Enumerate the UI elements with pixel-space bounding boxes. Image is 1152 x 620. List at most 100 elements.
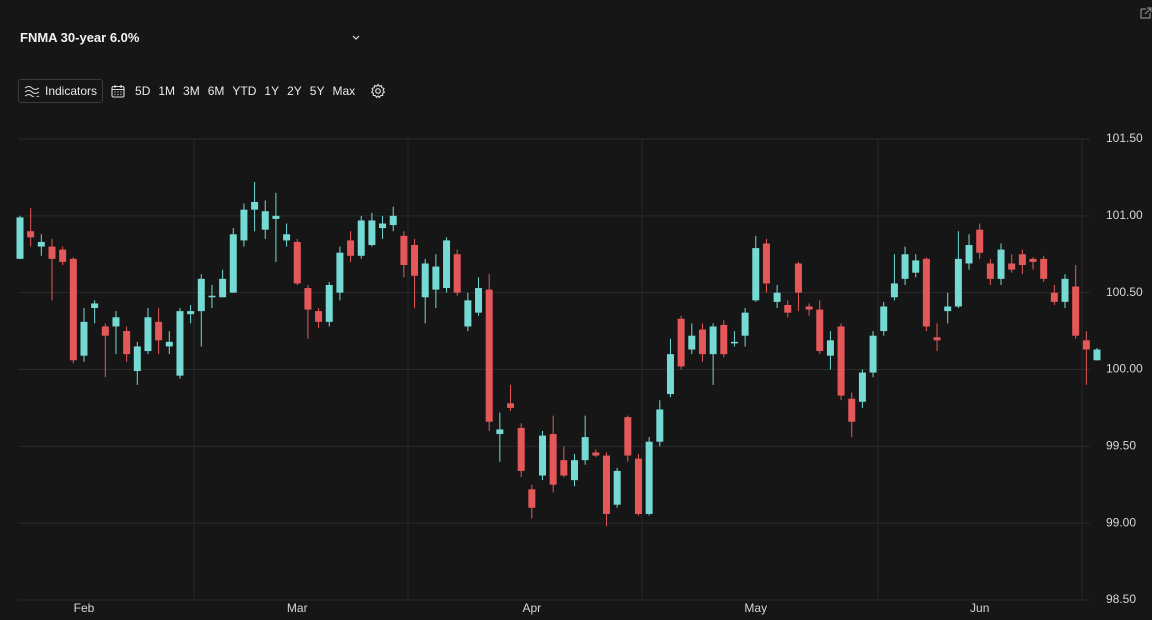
candle-body xyxy=(176,311,184,376)
candle-body xyxy=(858,372,866,402)
y-tick-label: 101.00 xyxy=(1106,208,1143,222)
candle-body xyxy=(1029,258,1037,262)
range-button[interactable]: 5D xyxy=(135,84,151,98)
candle-body xyxy=(27,231,35,238)
range-button[interactable]: 1M xyxy=(158,84,176,98)
candle-body xyxy=(165,341,173,347)
range-button[interactable]: Max xyxy=(332,84,356,98)
candle-body xyxy=(357,220,365,256)
candle-body xyxy=(826,340,834,356)
candle-body xyxy=(613,470,621,505)
candle-body xyxy=(752,248,760,301)
calendar-icon[interactable] xyxy=(111,84,125,98)
candle-body xyxy=(37,241,45,247)
candle-body xyxy=(688,335,696,350)
candle-body xyxy=(944,306,952,312)
candle-body xyxy=(475,288,483,313)
candle-body xyxy=(549,434,557,485)
candle-body xyxy=(240,209,248,241)
x-tick-label: May xyxy=(744,601,767,615)
candle-body xyxy=(677,318,685,367)
range-button[interactable]: YTD xyxy=(232,84,257,98)
candle-body xyxy=(624,417,632,456)
candle-body xyxy=(720,324,728,355)
candle-body xyxy=(1050,292,1058,302)
candle-body xyxy=(464,300,472,327)
indicators-button[interactable]: Indicators xyxy=(18,79,104,103)
candle-body xyxy=(570,460,578,481)
candle-body xyxy=(709,326,717,355)
candle-body xyxy=(762,243,770,284)
candle-body xyxy=(261,211,269,230)
external-icon[interactable] xyxy=(1140,7,1152,19)
candle-body xyxy=(592,452,600,456)
candle-body xyxy=(123,331,131,355)
candle-body xyxy=(251,202,259,210)
candle-body xyxy=(368,220,376,246)
candle-body xyxy=(187,311,195,315)
indicators-label: Indicators xyxy=(45,84,98,98)
candle-body xyxy=(133,346,141,372)
candle-body xyxy=(1008,263,1016,270)
range-button[interactable]: 2Y xyxy=(287,84,302,98)
candle-body xyxy=(1072,286,1080,336)
candle-body xyxy=(443,240,451,289)
candle-body xyxy=(784,304,792,313)
y-tick-label: 98.50 xyxy=(1106,592,1136,606)
candle-body xyxy=(496,429,504,435)
candle-body xyxy=(848,398,856,422)
candle-body xyxy=(645,441,653,514)
candle-body xyxy=(283,234,291,241)
candle-body xyxy=(315,311,323,322)
range-button[interactable]: 6M xyxy=(207,84,225,98)
candle-body xyxy=(954,258,962,307)
candle-body xyxy=(272,215,280,219)
candle-body xyxy=(880,306,888,332)
candle-body xyxy=(80,321,88,356)
candle-body xyxy=(208,295,216,298)
range-button[interactable]: 1Y xyxy=(264,84,280,98)
dropdown-chevron[interactable] xyxy=(351,33,361,43)
candle-body xyxy=(773,292,781,302)
indicators-icon xyxy=(24,86,40,97)
candle-body xyxy=(59,249,67,262)
x-tick-label: Apr xyxy=(522,601,541,615)
candle-body xyxy=(837,326,845,396)
candle-body xyxy=(229,234,237,293)
candle-body xyxy=(986,263,994,279)
candle-body xyxy=(91,303,99,309)
candle-body xyxy=(432,266,440,290)
candle-body xyxy=(976,229,984,253)
y-tick-label: 99.50 xyxy=(1106,439,1136,453)
candle-body xyxy=(1061,278,1069,302)
candle-body xyxy=(69,258,77,361)
candle-body xyxy=(304,288,312,310)
candle-body xyxy=(1018,254,1026,266)
candle-body xyxy=(400,235,408,266)
settings-icon[interactable] xyxy=(370,83,386,99)
range-button[interactable]: 3M xyxy=(183,84,200,98)
candle-body xyxy=(539,435,547,476)
candle-body xyxy=(997,249,1005,279)
candle-body xyxy=(656,409,664,442)
candle-body xyxy=(933,337,941,341)
candle-body xyxy=(602,455,610,514)
candle-body xyxy=(48,246,56,259)
chart-title: FNMA 30-year 6.0% xyxy=(20,30,140,45)
candle-body xyxy=(922,258,930,327)
candle-body xyxy=(336,252,344,293)
candle-body xyxy=(901,254,909,279)
candle-body xyxy=(741,312,749,336)
candle-body xyxy=(965,245,973,264)
candle-body xyxy=(16,217,24,259)
range-button[interactable]: 5Y xyxy=(309,84,325,98)
candle-body xyxy=(816,309,824,352)
y-tick-label: 100.00 xyxy=(1106,362,1143,376)
candle-body xyxy=(581,437,589,461)
candle-body xyxy=(293,241,301,284)
candle-body xyxy=(528,489,536,508)
candle-body xyxy=(219,278,227,298)
candle-body xyxy=(197,278,205,312)
toolbar: Indicators 5D 1M 3M 6M YTD 1Y 2Y 5Y Max xyxy=(18,79,386,103)
